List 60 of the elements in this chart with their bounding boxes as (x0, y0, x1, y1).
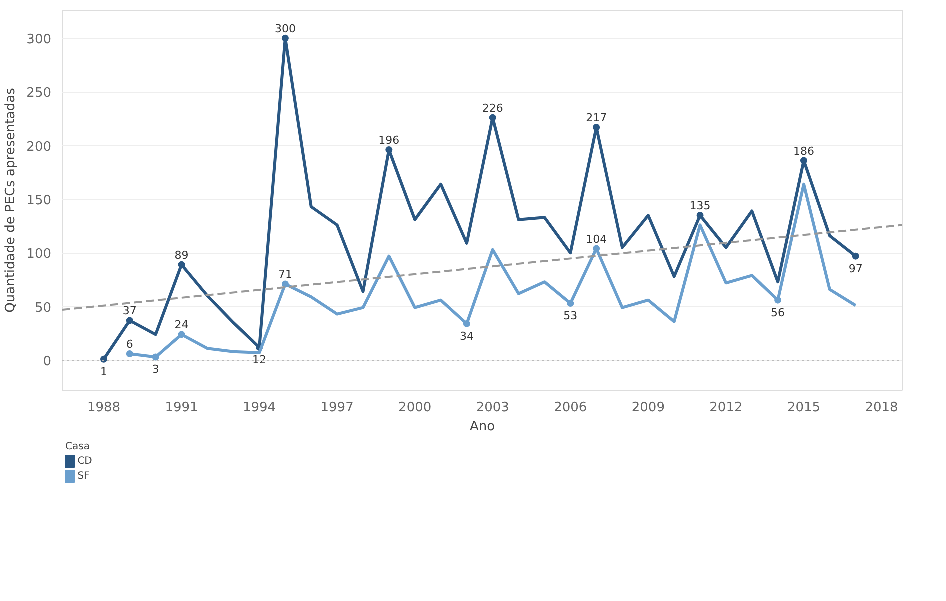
x-tick-label: 2012 (710, 400, 743, 416)
data-label: 300 (274, 22, 296, 36)
point (152, 354, 160, 361)
y-tick-label: 150 (26, 193, 52, 208)
point (386, 146, 393, 154)
x-tick-label: 1997 (320, 400, 354, 416)
x-tick-label: 2006 (554, 400, 588, 416)
legend-label: SF (78, 471, 90, 482)
point (282, 34, 289, 42)
point (126, 317, 134, 324)
point (593, 245, 600, 252)
point (696, 212, 704, 220)
x-tick-label: 2018 (865, 400, 898, 416)
data-label: 24 (174, 318, 189, 332)
point (178, 261, 186, 268)
data-label: 56 (771, 306, 786, 320)
data-label: 3 (152, 363, 160, 376)
data-label: 12 (252, 354, 267, 367)
data-label: 37 (122, 304, 137, 318)
data-label: 89 (174, 248, 189, 262)
point (567, 300, 574, 308)
point (126, 350, 134, 358)
data-label: 1 (100, 365, 108, 378)
data-label: 71 (278, 268, 292, 282)
point (178, 331, 186, 338)
data-label: 196 (378, 134, 400, 148)
point (489, 114, 496, 122)
data-label: 97 (848, 262, 863, 276)
x-tick-label: 1991 (165, 400, 198, 416)
point (852, 252, 860, 260)
data-label: 186 (793, 144, 814, 158)
data-label: 135 (690, 200, 711, 213)
x-tick-label: 2000 (398, 400, 432, 416)
x-tick-label: 2003 (476, 400, 510, 416)
y-tick-label: 0 (43, 354, 52, 370)
point (593, 124, 600, 131)
data-label: 226 (482, 102, 504, 115)
y-tick-label: 100 (26, 247, 52, 262)
point (800, 157, 808, 164)
x-tick-label: 2015 (787, 400, 821, 416)
data-label: 104 (586, 232, 608, 246)
x-tick-label: 2009 (632, 400, 665, 416)
legend-label: CD (78, 456, 93, 467)
point (100, 356, 108, 363)
y-tick-label: 200 (26, 140, 52, 155)
data-label: 6 (126, 338, 134, 352)
data-label: 34 (460, 330, 474, 343)
y-tick-label: 250 (26, 86, 52, 102)
y-tick-label: 300 (26, 32, 52, 48)
x-axis-title: Ano (470, 420, 496, 434)
y-axis-title: Quantidade de PECs apresentadas (4, 88, 19, 313)
legend-title: Casa (66, 442, 90, 452)
data-label: 217 (586, 112, 608, 125)
y-tick-label: 50 (34, 300, 52, 316)
x-tick-label: 1988 (87, 400, 121, 416)
point (282, 280, 289, 288)
point (463, 320, 470, 328)
data-label: 53 (564, 310, 578, 323)
point (774, 296, 782, 304)
x-tick-label: 1994 (242, 400, 276, 416)
